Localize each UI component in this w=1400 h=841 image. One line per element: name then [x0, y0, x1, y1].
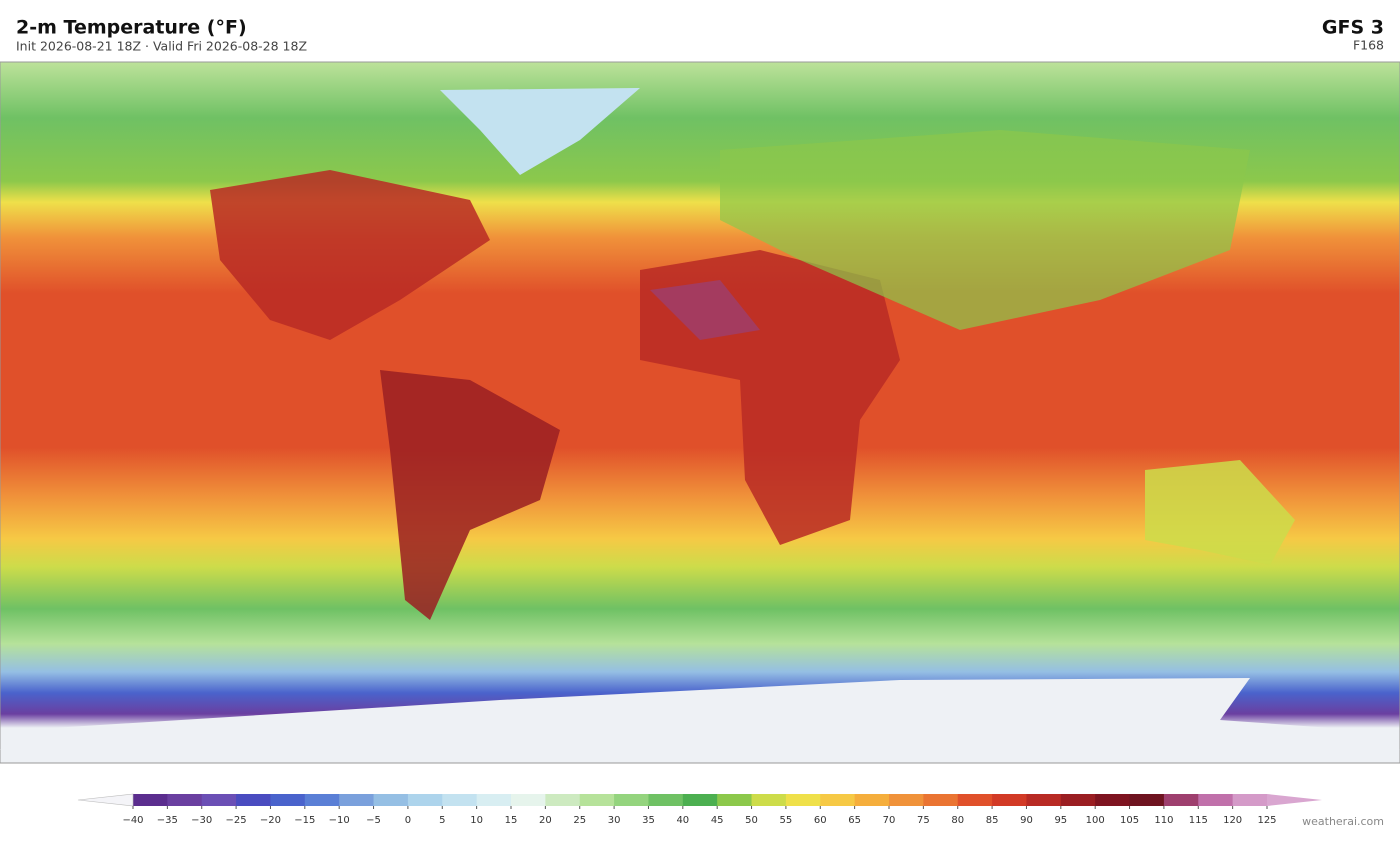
tick-label: 40: [676, 815, 689, 826]
tick-label: 110: [1154, 815, 1173, 826]
color-bin: [270, 794, 306, 806]
tick-label: −30: [191, 815, 212, 826]
tick-label: 75: [917, 815, 930, 826]
color-bin: [1129, 794, 1165, 806]
tick-label: −20: [260, 815, 281, 826]
under-triangle: [77, 793, 134, 807]
tick-label: 45: [711, 815, 724, 826]
color-bin: [373, 794, 409, 806]
color-bin: [545, 794, 581, 806]
tick-label: −40: [122, 815, 143, 826]
tick-label: 20: [539, 815, 552, 826]
color-bin: [1232, 794, 1268, 806]
australia: [1145, 460, 1295, 565]
color-bin: [304, 794, 340, 806]
north-america: [210, 170, 490, 340]
eurasia: [720, 130, 1250, 330]
color-bin: [889, 794, 924, 806]
color-bin: [717, 794, 753, 806]
tick-label: −25: [226, 815, 247, 826]
title: 2-m Temperature (°F): [16, 17, 247, 39]
subtitle: Init 2026-08-21 18Z · Valid Fri 2026-08-…: [16, 39, 307, 54]
color-bin: [201, 794, 237, 806]
tick-label: −35: [157, 815, 178, 826]
color-bin: [648, 794, 684, 806]
colorbar: −40 −35 −30 −25 −20 −15 −10 −5 0 5 10 15 20 25 30 35 40 4…: [77, 793, 1322, 826]
tick-label: 30: [608, 815, 621, 826]
forecast-hour: F168: [1353, 38, 1384, 53]
tick-label: 115: [1189, 815, 1208, 826]
credit: weatherai.com: [1302, 815, 1384, 828]
color-bin: [1026, 794, 1062, 806]
color-bin: [682, 794, 718, 806]
over-triangle: [1267, 794, 1322, 806]
color-bin: [1095, 794, 1131, 806]
color-bin: [476, 794, 512, 806]
tick-label: 5: [439, 815, 445, 826]
color-bin: [339, 794, 375, 806]
color-bin: [785, 794, 821, 806]
greenland: [440, 88, 640, 175]
tick-label: 60: [814, 815, 827, 826]
color-bin: [854, 794, 890, 806]
color-bin: [167, 794, 203, 806]
tick-label: 100: [1086, 815, 1105, 826]
tick-label: 50: [745, 815, 758, 826]
antarctica: [0, 678, 1400, 750]
tick-label: 25: [573, 815, 586, 826]
color-bin: [1060, 794, 1096, 806]
tick-label: 105: [1120, 815, 1139, 826]
tick-label: 95: [1054, 815, 1067, 826]
tick-label: 35: [642, 815, 655, 826]
tick-label: 15: [505, 815, 518, 826]
color-bin: [1163, 794, 1199, 806]
tick-label: 120: [1223, 815, 1242, 826]
color-bin: [236, 794, 271, 806]
color-bin: [614, 794, 649, 806]
color-bin: [992, 794, 1027, 806]
map: [0, 61, 1400, 764]
color-bin: [1198, 794, 1234, 806]
sahara-hot: [650, 280, 760, 340]
tick-label: 10: [470, 815, 483, 826]
color-bin: [133, 794, 168, 806]
south-america: [380, 370, 560, 620]
color-bin: [820, 794, 856, 806]
tick-label: −10: [329, 815, 350, 826]
model-name: GFS 3: [1322, 17, 1384, 39]
tick-label: 80: [951, 815, 964, 826]
tick-label: 0: [405, 815, 411, 826]
tick-label: 55: [780, 815, 793, 826]
color-bin: [923, 794, 959, 806]
tick-label: 125: [1257, 815, 1276, 826]
tick-label: 90: [1020, 815, 1033, 826]
color-bin: [511, 794, 546, 806]
color-bin: [957, 794, 993, 806]
color-bin: [579, 794, 615, 806]
tick-label: 65: [848, 815, 861, 826]
tick-label: 70: [883, 815, 896, 826]
color-bin: [751, 794, 787, 806]
tick-label: −5: [366, 815, 381, 826]
color-bin: [407, 794, 443, 806]
tick-label: 85: [986, 815, 999, 826]
tick-label: −15: [294, 815, 315, 826]
color-bin: [442, 794, 478, 806]
